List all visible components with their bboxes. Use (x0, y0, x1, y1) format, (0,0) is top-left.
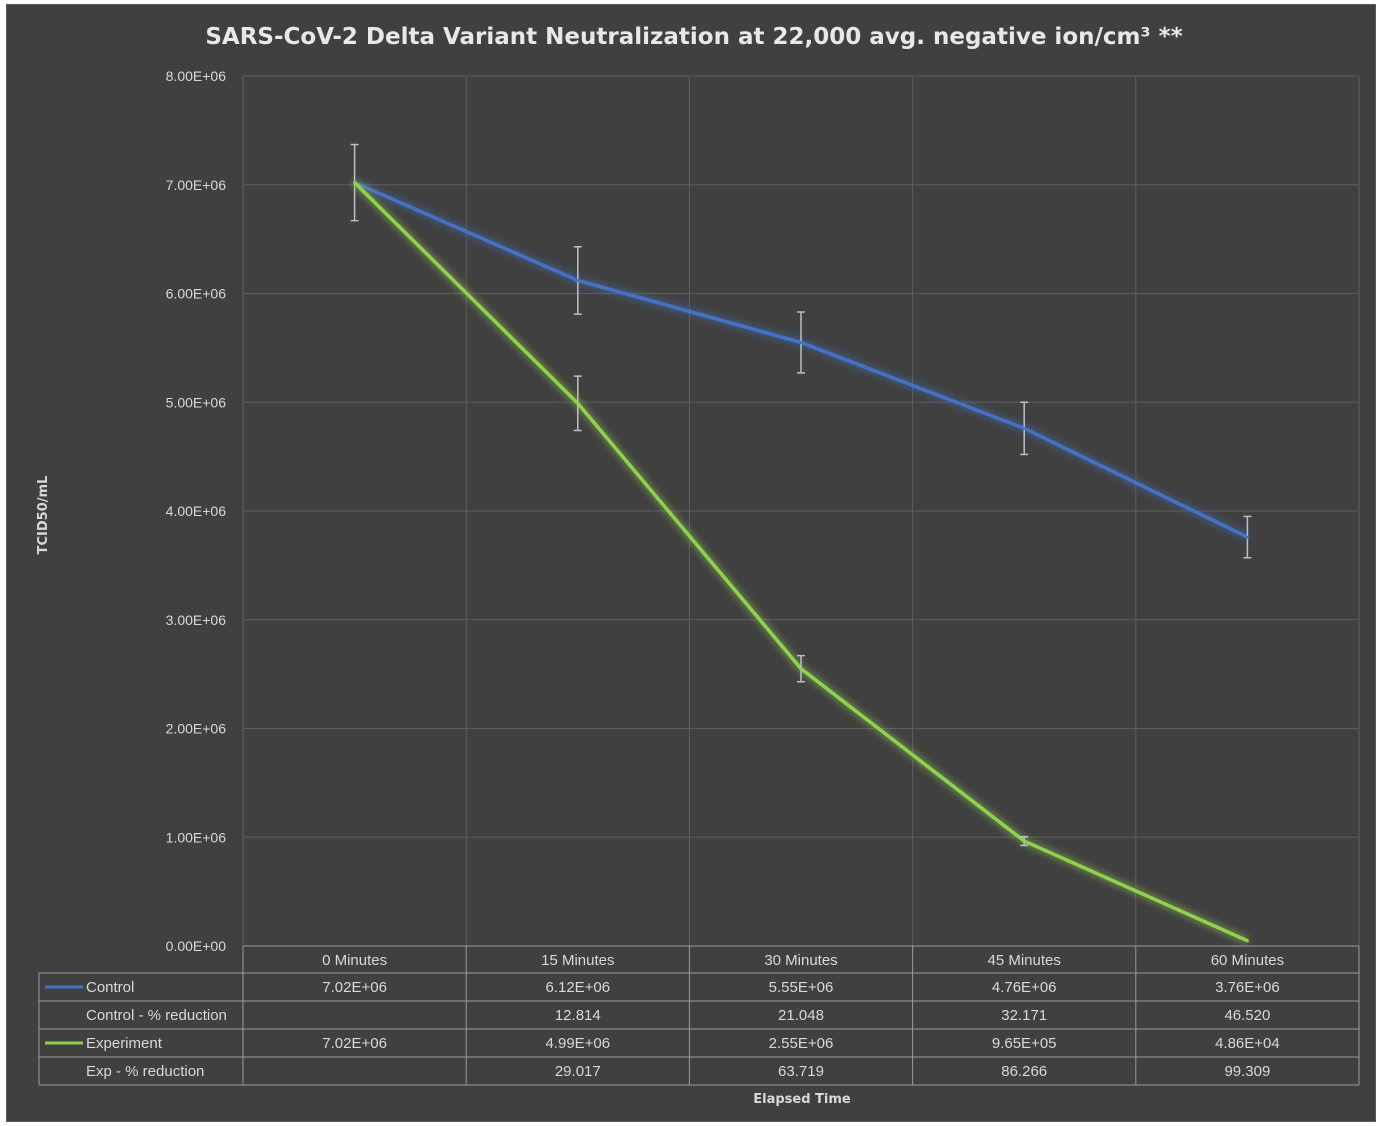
table-cell: 7.02E+06 (322, 979, 387, 996)
table-cell: 99.309 (1224, 1063, 1270, 1080)
table-cell: 4.76E+06 (992, 979, 1057, 996)
data-point (576, 401, 580, 405)
chart-frame: SARS-CoV-2 Delta Variant Neutralization … (6, 4, 1376, 1122)
table-cell: 86.266 (1001, 1063, 1047, 1080)
data-point (1022, 839, 1026, 843)
table-row-label: Exp - % reduction (86, 1063, 204, 1080)
table-cell: 5.55E+06 (769, 979, 834, 996)
grid-layer (242, 75, 1360, 947)
y-axis-title: TCID50/mL (36, 476, 51, 555)
y-tick-label: 0.00E+00 (166, 938, 227, 954)
x-category-label: 15 Minutes (541, 952, 614, 969)
table-cell: 4.99E+06 (545, 1035, 610, 1052)
chart-svg: SARS-CoV-2 Delta Variant Neutralization … (36, 24, 1360, 1107)
data-table: 0 Minutes 15 Minutes 30 Minutes 45 Minutes 6… (38, 945, 1360, 1086)
x-axis-title: Elapsed Time (753, 1092, 851, 1107)
table-cell: 21.048 (778, 1007, 824, 1024)
series-line-experiment (353, 181, 1249, 943)
table-cell: 4.86E+04 (1215, 1035, 1280, 1052)
data-point (799, 340, 803, 344)
data-point (799, 667, 803, 671)
data-point (576, 278, 580, 282)
y-tick-label: 2.00E+06 (166, 721, 227, 737)
x-category-label: 30 Minutes (764, 952, 837, 969)
y-tick-label: 5.00E+06 (166, 394, 227, 410)
x-category-label: 45 Minutes (988, 952, 1061, 969)
table-cell: 32.171 (1001, 1007, 1047, 1024)
table-row-label: Control - % reduction (86, 1007, 227, 1024)
table-cell: 2.55E+06 (769, 1035, 834, 1052)
data-point (1245, 535, 1249, 539)
y-tick-label: 6.00E+06 (166, 286, 227, 302)
table-cell: 63.719 (778, 1063, 824, 1080)
chart-title: SARS-CoV-2 Delta Variant Neutralization … (205, 24, 1182, 50)
y-tick-label: 3.00E+06 (166, 612, 227, 628)
y-tick-label: 8.00E+06 (166, 68, 227, 84)
y-tick-label: 7.00E+06 (166, 177, 227, 193)
x-category-label: 60 Minutes (1211, 952, 1284, 969)
table-cell: 7.02E+06 (322, 1035, 387, 1052)
data-point (1245, 939, 1249, 943)
x-category-label: 0 Minutes (322, 952, 387, 969)
table-cell: 3.76E+06 (1215, 979, 1280, 996)
y-tick-labels: 0.00E+00 1.00E+06 2.00E+06 3.00E+06 4.00E+06… (166, 68, 227, 954)
table-cell: 6.12E+06 (545, 979, 610, 996)
series-layer (350, 143, 1252, 943)
data-point (1022, 426, 1026, 430)
table-cell: 12.814 (555, 1007, 601, 1024)
y-tick-label: 1.00E+06 (166, 829, 227, 845)
y-tick-label: 4.00E+06 (166, 503, 227, 519)
table-cell: 46.520 (1224, 1007, 1270, 1024)
data-point (353, 181, 357, 185)
table-cell: 29.017 (555, 1063, 601, 1080)
table-row-label: Experiment (86, 1035, 163, 1052)
table-row-label: Control (86, 979, 134, 996)
table-cell: 9.65E+05 (992, 1035, 1057, 1052)
